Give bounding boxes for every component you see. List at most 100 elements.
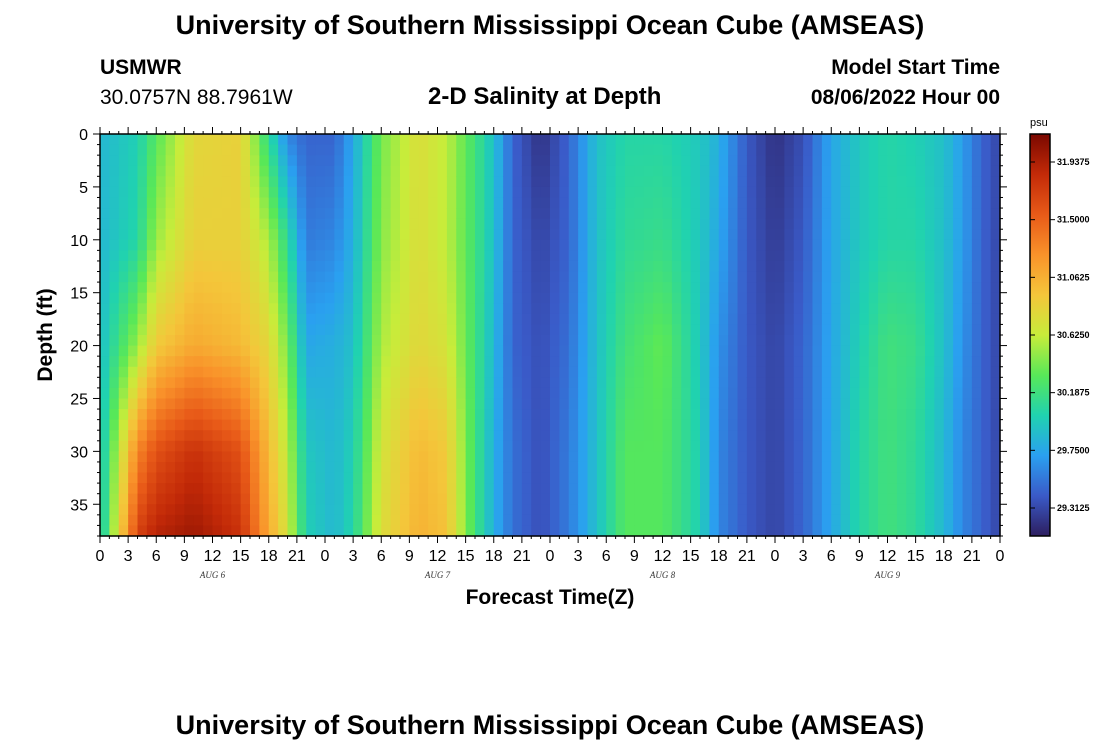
heatmap-cell [446,451,457,463]
heatmap-cell [868,239,879,251]
heatmap-cell [671,345,682,357]
heatmap-cell [268,514,279,527]
heatmap-cell [165,239,176,251]
heatmap-cell [278,155,289,167]
heatmap-cell [475,239,485,251]
heatmap-cell [203,377,214,389]
heatmap-cell [137,430,148,442]
heatmap-cell [381,387,392,400]
heatmap-cell [896,155,907,167]
heatmap-cell [906,155,917,167]
heatmap-cell [737,345,748,357]
heatmap-cell [100,155,110,167]
heatmap-cell [615,239,626,251]
heatmap-cell [850,176,860,188]
heatmap-cell [409,271,420,283]
heatmap-cell [775,303,785,315]
heatmap-cell [662,271,673,283]
heatmap-cell [475,440,485,452]
heatmap-cell [475,134,485,146]
heatmap-cell [962,398,973,410]
heatmap-cell [156,356,167,368]
x-tick-label: 9 [855,548,864,565]
heatmap-cell [540,335,551,347]
heatmap-cell [793,472,804,484]
heatmap-cell [428,218,439,230]
heatmap-cell [812,335,823,347]
heatmap-cell [906,229,917,241]
heatmap-cell [278,335,289,347]
heatmap-cell [146,525,157,537]
heatmap-cell [887,324,898,336]
heatmap-cell [887,250,898,262]
heatmap-cell [634,144,645,156]
heatmap-cell [981,197,992,209]
heatmap-cell [231,134,242,146]
heatmap-cell [878,260,889,273]
heatmap-cell [343,271,354,283]
heatmap-cell [343,504,354,516]
heatmap-cell [868,345,879,357]
heatmap-cell [231,165,242,177]
heatmap-cell [325,493,335,505]
heatmap-cell [503,176,514,188]
heatmap-cell [118,313,129,326]
heatmap-cell [175,493,185,505]
heatmap-cell [550,197,560,209]
heatmap-cell [850,197,860,209]
heatmap-cell [109,440,120,452]
heatmap-cell [484,525,495,537]
heatmap-cell [446,176,457,188]
heatmap-cell [400,430,410,442]
heatmap-cell [596,144,607,156]
heatmap-cell [953,430,964,442]
heatmap-cell [700,292,710,304]
heatmap-cell [531,483,542,495]
heatmap-cell [953,303,964,315]
heatmap-cell [850,493,860,505]
heatmap-cell [587,229,598,241]
heatmap-cell [184,134,195,146]
heatmap-cell [146,165,157,177]
heatmap-cell [418,472,429,484]
heatmap-cell [175,387,185,400]
heatmap-cell [240,377,251,389]
heatmap-cell [831,176,842,188]
heatmap-cell [634,176,645,188]
heatmap-cell [531,239,542,251]
heatmap-cell [521,398,532,410]
heatmap-cell [137,239,148,251]
heatmap-cell [775,525,785,537]
heatmap-cell [240,292,251,304]
heatmap-cell [906,324,917,336]
heatmap-cell [315,356,326,368]
heatmap-cell [821,260,832,273]
heatmap-cell [325,144,335,156]
heatmap-cell [934,165,945,177]
heatmap-cell [521,472,532,484]
heatmap-cell [568,430,579,442]
heatmap-cell [325,239,335,251]
plot-title: 2-D Salinity at Depth [428,83,662,110]
heatmap-cell [353,155,364,167]
heatmap-cell [737,461,748,474]
heatmap-cell [953,387,964,400]
heatmap-cell [109,335,120,347]
heatmap-cell [512,472,523,484]
heatmap-cell [371,303,382,315]
heatmap-cell [896,282,907,294]
colorbar-tick-label: 30.1875 [1057,388,1090,398]
heatmap-cell [709,155,720,167]
heatmap-cell [850,324,860,336]
heatmap-cell [278,483,289,495]
heatmap-cell [943,165,954,177]
heatmap-cell [409,430,420,442]
heatmap-cell [840,324,851,336]
heatmap-cell [559,250,570,262]
heatmap-cell [962,356,973,368]
heatmap-cell [390,155,401,167]
heatmap-cell [709,229,720,241]
heatmap-cell [400,493,410,505]
heatmap-cell [531,260,542,273]
heatmap-cell [334,451,345,463]
